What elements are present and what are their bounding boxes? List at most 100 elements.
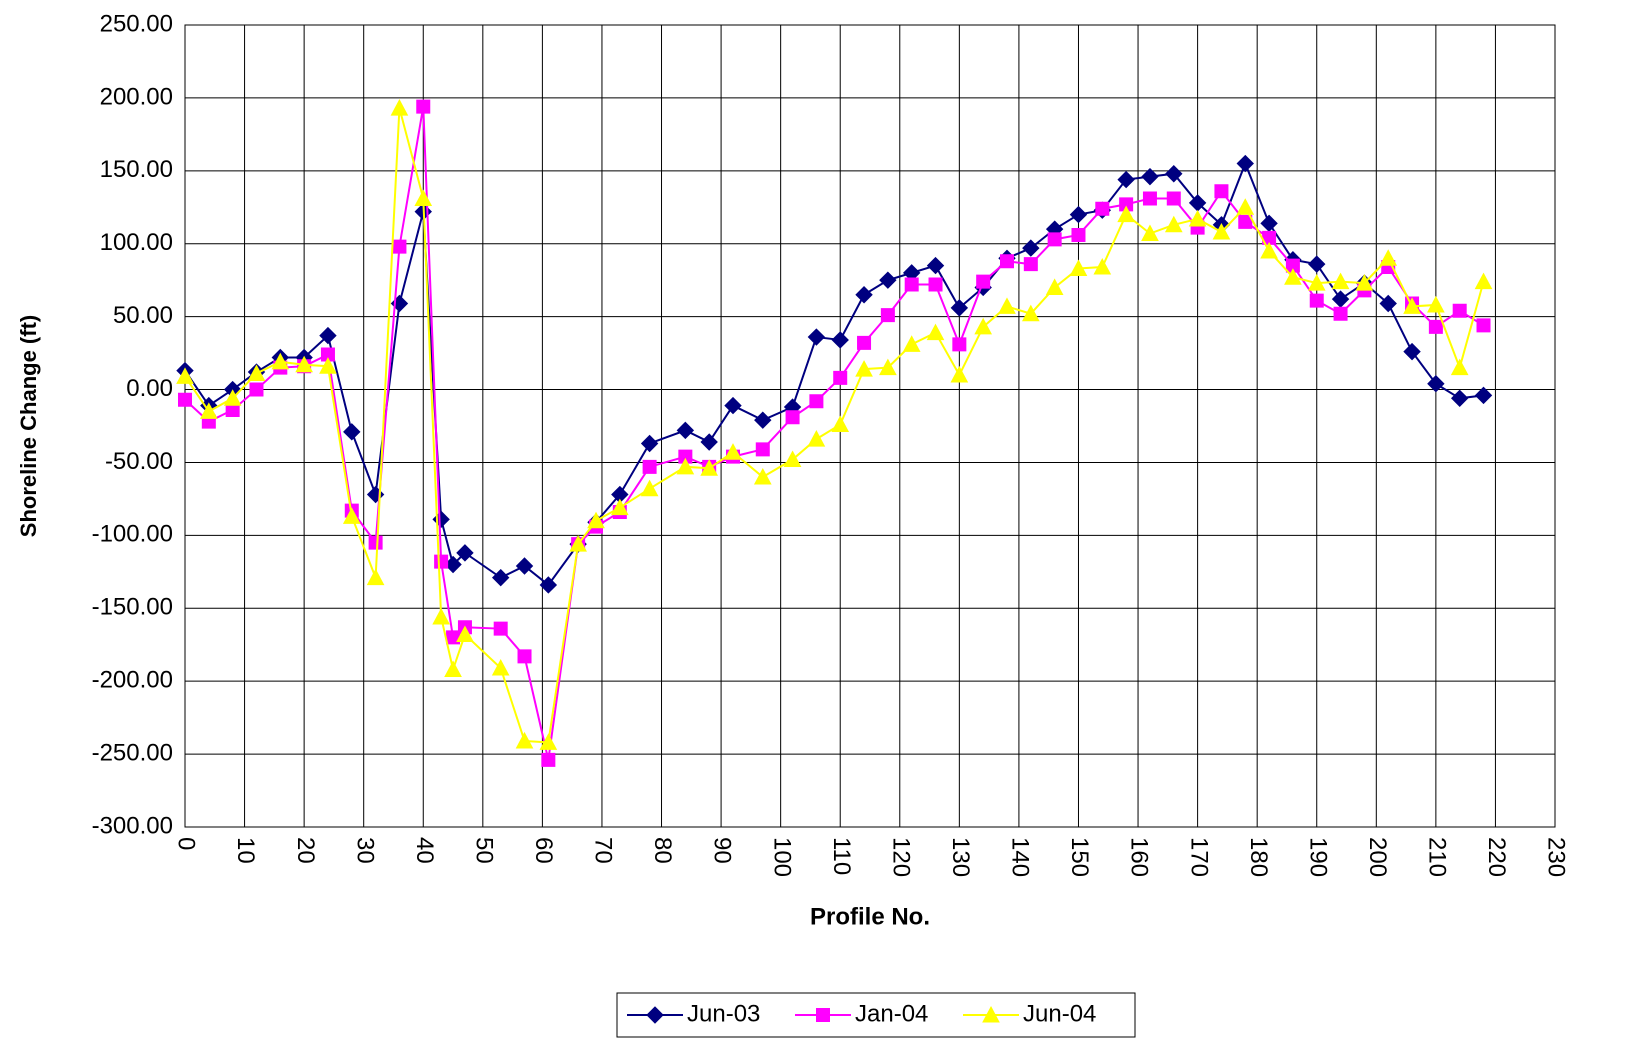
marker [1284,268,1302,285]
x-tick-label: 190 [1304,837,1331,877]
marker [199,402,218,419]
marker [1069,259,1088,277]
marker [1403,342,1421,361]
x-tick-label: 200 [1364,837,1391,877]
marker [1309,293,1324,308]
marker [642,459,657,474]
marker [952,337,967,352]
marker [1214,184,1229,199]
marker [249,382,264,397]
marker [1188,209,1207,227]
marker [247,364,266,382]
marker [1260,241,1278,259]
marker [271,352,290,370]
marker [515,731,534,749]
series-line [184,106,1485,761]
marker [1403,297,1421,314]
marker [1141,167,1159,186]
marker [1474,386,1493,405]
x-tick-label: 230 [1543,837,1570,877]
marker [1450,389,1469,408]
x-tick-label: 0 [173,837,200,850]
x-tick-label: 160 [1126,837,1153,877]
marker [1428,319,1443,334]
x-tick-label: 110 [828,837,855,875]
x-tick-label: 10 [232,837,259,864]
marker [1236,154,1254,173]
marker [1023,257,1038,272]
marker [1452,303,1467,318]
marker [366,485,385,504]
marker [368,535,383,550]
marker [1117,170,1135,189]
marker [1117,205,1135,223]
marker [1260,214,1278,233]
marker [1045,278,1064,295]
marker [807,328,826,346]
marker [640,434,659,453]
marker [785,410,800,425]
x-tick-label: 80 [649,837,676,864]
x-tick-label: 120 [887,837,914,877]
marker [640,479,659,497]
marker [1069,205,1088,224]
marker [587,511,605,529]
marker [646,1006,664,1024]
marker [1427,375,1445,393]
marker [724,396,742,415]
marker [1166,191,1181,206]
marker [1236,198,1255,215]
marker [432,607,450,625]
legend-label: Jan-04 [855,1000,928,1027]
marker [904,277,919,292]
marker [678,449,693,464]
marker [1307,274,1326,291]
x-tick-label: 100 [768,837,795,877]
marker [855,360,873,377]
marker [1427,295,1445,313]
marker [816,1008,830,1022]
y-tick-label: -50.00 [105,448,173,475]
marker [1093,257,1112,275]
marker [950,365,969,383]
x-tick-label: 170 [1185,837,1212,877]
marker [456,544,474,562]
x-tick-label: 60 [530,837,557,864]
marker [880,308,895,323]
marker [998,297,1016,314]
marker [416,99,431,114]
marker [541,752,556,767]
marker [1119,197,1134,212]
marker [833,370,848,385]
marker [176,367,194,384]
marker [1212,222,1231,240]
marker [319,326,337,345]
x-tick-label: 180 [1245,837,1272,877]
marker [1308,255,1326,273]
marker [178,392,192,407]
marker [1450,358,1469,376]
plot-border [184,24,1556,828]
marker [434,554,449,569]
legend-label: Jun-04 [1023,1000,1096,1027]
marker [1164,215,1183,233]
marker [1379,249,1398,266]
legend: Jun-03 Jan-04 Jun-04 [616,992,1136,1038]
marker [700,459,719,476]
marker [1331,272,1350,290]
marker [517,649,532,664]
y-tick-label: -250.00 [92,739,173,766]
marker [700,433,718,451]
marker [569,535,587,552]
marker [610,498,629,516]
marker [1022,239,1040,257]
marker [1379,294,1397,313]
y-tick-label: 150.00 [100,156,173,183]
marker [1476,318,1491,333]
marker [1333,306,1348,321]
x-tick-label: 220 [1483,837,1510,877]
marker [343,423,361,441]
marker [539,576,558,594]
marker [491,658,510,676]
